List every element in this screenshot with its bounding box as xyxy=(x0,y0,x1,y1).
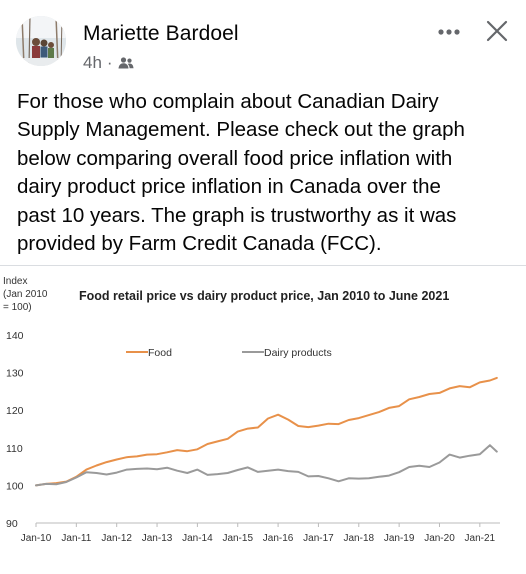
x-tick-label: Jan-15 xyxy=(222,533,253,544)
x-tick-label: Jan-17 xyxy=(303,533,334,544)
series-line-dairy xyxy=(35,444,498,487)
chart-legend: Food Dairy products xyxy=(126,347,332,359)
image-divider xyxy=(0,265,526,266)
y-axis-ticks: 140 130 120 110 100 90 xyxy=(6,330,24,530)
post-header: Mariette Bardoel 4h · xyxy=(0,0,526,80)
legend-label: Dairy products xyxy=(264,347,332,359)
y-axis-label-line: (Jan 2010 xyxy=(3,289,48,300)
more-options-icon xyxy=(438,29,460,35)
x-axis: Jan-10 Jan-11 Jan-12 Jan-13 Jan-14 Jan-15 Jan-… xyxy=(21,522,500,544)
chart-title: Food retail price vs dairy product price… xyxy=(79,289,449,303)
y-tick-label: 100 xyxy=(6,480,24,492)
post-text: For those who complain about Canadian Da… xyxy=(17,90,465,256)
x-tick-label: Jan-19 xyxy=(384,533,415,544)
legend-label: Food xyxy=(148,347,172,359)
close-button[interactable] xyxy=(482,16,512,46)
y-tick-label: 90 xyxy=(6,518,18,530)
y-axis-label: Index (Jan 2010 = 100) xyxy=(3,276,48,313)
chart-image[interactable]: Index (Jan 2010 = 100) Food retail price v… xyxy=(0,266,526,574)
x-tick-label: Jan-21 xyxy=(465,533,496,544)
friends-icon[interactable] xyxy=(118,56,134,70)
meta-separator: · xyxy=(106,53,113,72)
y-tick-label: 140 xyxy=(6,330,24,342)
avatar[interactable] xyxy=(16,16,66,66)
y-axis-label-line: = 100) xyxy=(3,302,32,313)
series-line-food xyxy=(35,376,498,487)
x-tick-label: Jan-10 xyxy=(21,533,52,544)
x-tick-label: Jan-14 xyxy=(182,533,213,544)
y-tick-label: 130 xyxy=(6,368,24,380)
chart-series xyxy=(35,376,498,487)
post-meta: 4h · xyxy=(83,53,134,73)
x-tick-label: Jan-12 xyxy=(101,533,132,544)
line-chart: Index (Jan 2010 = 100) Food retail price v… xyxy=(3,276,500,544)
more-options-button[interactable] xyxy=(432,20,466,44)
post-timestamp[interactable]: 4h xyxy=(83,53,102,72)
close-icon xyxy=(486,20,508,42)
profile-photo xyxy=(16,16,66,66)
x-tick-label: Jan-16 xyxy=(263,533,294,544)
y-tick-label: 120 xyxy=(6,405,24,417)
y-axis-label-line: Index xyxy=(3,276,27,287)
x-tick-label: Jan-20 xyxy=(424,533,455,544)
x-tick-label: Jan-18 xyxy=(343,533,374,544)
x-tick-label: Jan-13 xyxy=(142,533,173,544)
author-name[interactable]: Mariette Bardoel xyxy=(83,22,239,45)
x-tick-label: Jan-11 xyxy=(61,533,91,544)
y-tick-label: 110 xyxy=(6,443,23,455)
